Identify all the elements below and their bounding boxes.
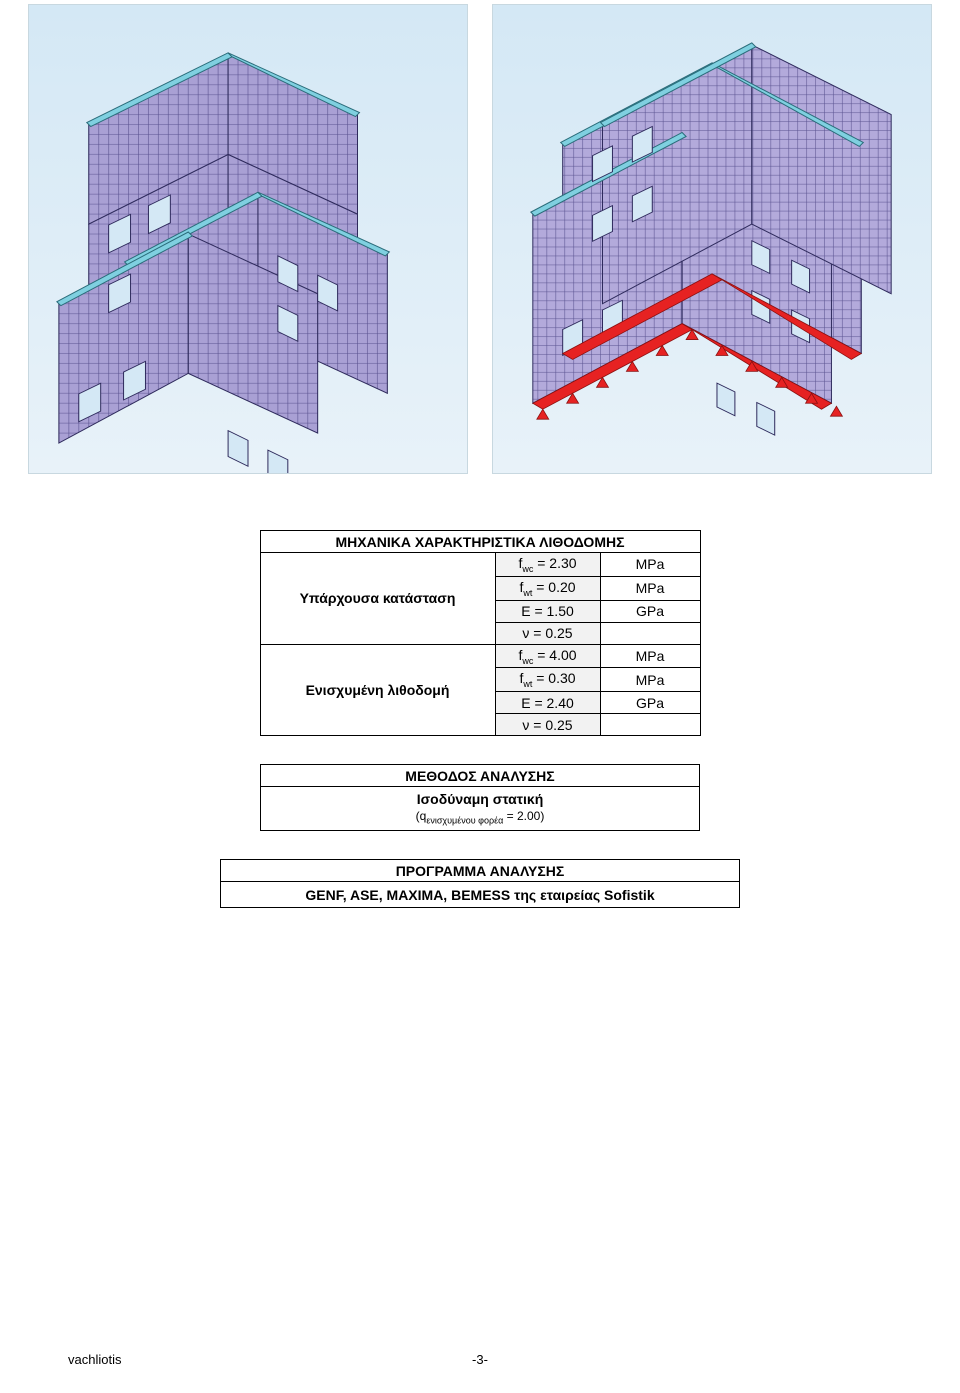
group2-label: Ενισχυμένη λιθοδομή xyxy=(260,644,495,736)
t1-r1-unit: MPa xyxy=(600,576,700,600)
t1-r7-val: ν = 0.25 xyxy=(495,714,600,736)
t1-r7-unit xyxy=(600,714,700,736)
t1-r5-val: fwt = 0.30 xyxy=(495,668,600,692)
table1-title: ΜΗΧΑΝΙΚΑ ΧΑΡΑΚΤΗΡΙΣΤΙΚΑ ΛΙΘΟΔΟΜΗΣ xyxy=(260,531,700,553)
figure-right xyxy=(492,4,932,474)
table3-body: GENF, ASE, MAXIMA, BEMESS της εταιρείας … xyxy=(221,882,740,908)
page-footer: vachliotis -3- xyxy=(0,1352,960,1367)
t1-r6-val: E = 2.40 xyxy=(495,692,600,714)
footer-page: -3- xyxy=(472,1352,488,1367)
table2-line1: Ισοδύναμη στατική xyxy=(417,791,544,807)
t1-r2-val: E = 1.50 xyxy=(495,600,600,622)
analysis-method-table: ΜΕΘΟΔΟΣ ΑΝΑΛΥΣΗΣ Ισοδύναμη στατική (qενι… xyxy=(260,764,700,831)
figure-left xyxy=(28,4,468,474)
t1-r3-val: ν = 0.25 xyxy=(495,622,600,644)
t1-r4-unit: MPa xyxy=(600,644,700,668)
figures-row xyxy=(0,0,960,474)
t1-r3-unit xyxy=(600,622,700,644)
group1-label: Υπάρχουσα κατάσταση xyxy=(260,553,495,645)
t1-r0-unit: MPa xyxy=(600,553,700,577)
t1-r0-val: fwc = 2.30 xyxy=(495,553,600,577)
table2-title: ΜΕΘΟΔΟΣ ΑΝΑΛΥΣΗΣ xyxy=(261,765,700,787)
mechanical-properties-table: ΜΗΧΑΝΙΚΑ ΧΑΡΑΚΤΗΡΙΣΤΙΚΑ ΛΙΘΟΔΟΜΗΣ Υπάρχο… xyxy=(260,530,701,736)
footer-left: vachliotis xyxy=(68,1352,121,1367)
t1-r2-unit: GPa xyxy=(600,600,700,622)
t1-r1-val: fwt = 0.20 xyxy=(495,576,600,600)
table3-body-text: GENF, ASE, MAXIMA, BEMESS της εταιρείας … xyxy=(305,887,654,903)
t1-r5-unit: MPa xyxy=(600,668,700,692)
tables-area: ΜΗΧΑΝΙΚΑ ΧΑΡΑΚΤΗΡΙΣΤΙΚΑ ΛΙΘΟΔΟΜΗΣ Υπάρχο… xyxy=(0,530,960,908)
table2-body: Ισοδύναμη στατική (qενισχυμένου φορέα = … xyxy=(261,787,700,831)
t1-r4-val: fwc = 4.00 xyxy=(495,644,600,668)
table2-line2: (qενισχυμένου φορέα = 2.00) xyxy=(267,809,693,825)
analysis-program-table: ΠΡΟΓΡΑΜΜΑ ΑΝΑΛΥΣΗΣ GENF, ASE, MAXIMA, BE… xyxy=(220,859,740,908)
t1-r6-unit: GPa xyxy=(600,692,700,714)
table3-title: ΠΡΟΓΡΑΜΜΑ ΑΝΑΛΥΣΗΣ xyxy=(221,860,740,882)
